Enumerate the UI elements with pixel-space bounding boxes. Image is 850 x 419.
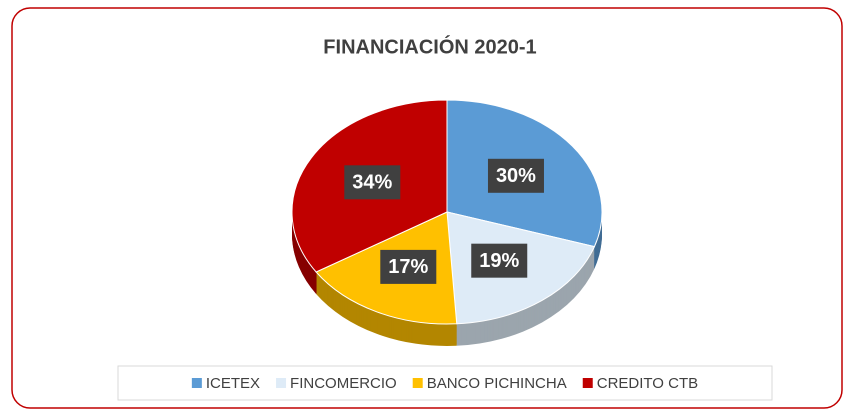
legend-box [117, 365, 773, 401]
legend-label: ICETEX [206, 375, 260, 392]
data-label-box [380, 249, 437, 284]
data-label-box [487, 158, 544, 193]
data-label: 19% [479, 250, 519, 272]
legend-swatch [191, 378, 202, 388]
legend-label: CREDITO CTB [597, 375, 698, 392]
legend-label: FINCOMERCIO [290, 375, 397, 392]
data-label: 34% [352, 172, 392, 194]
legend-swatch [412, 378, 423, 388]
legend: ICETEX FINCOMERCIO BANCO PICHINCHA CREDITO … [191, 375, 698, 392]
data-label: 17% [388, 256, 428, 278]
data-label-box [471, 243, 528, 278]
legend-swatch [582, 378, 593, 388]
legend-label: BANCO PICHINCHA [427, 375, 567, 392]
chart-title: FINANCIACIÓN 2020-1 [323, 34, 536, 58]
data-label-box [344, 165, 401, 200]
data-label: 30% [496, 165, 536, 187]
legend-swatch [276, 378, 287, 388]
